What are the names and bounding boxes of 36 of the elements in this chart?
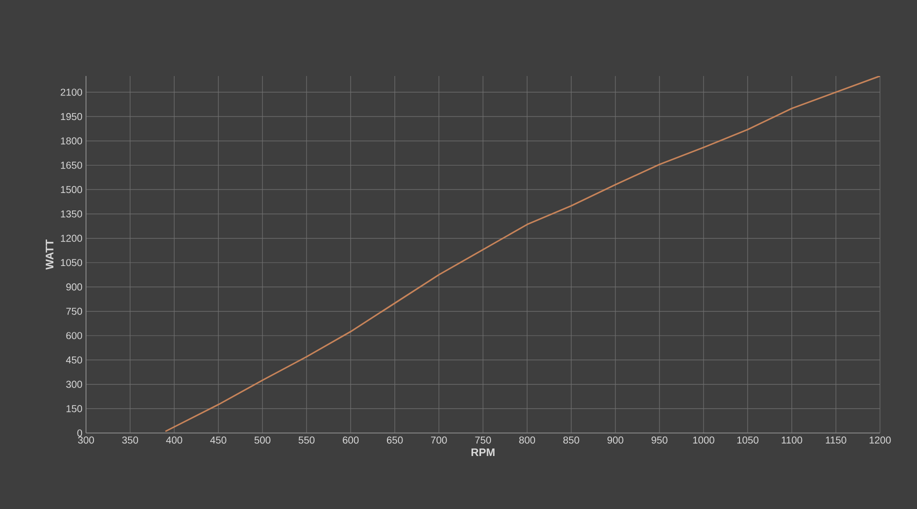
x-tick-label: 850: [563, 436, 580, 444]
x-axis-title: RPM: [472, 448, 494, 456]
x-tick-label: 1150: [826, 436, 846, 444]
x-tick-label: 550: [298, 436, 315, 444]
y-tick-label: 1650: [60, 162, 82, 169]
x-tick-label: 750: [475, 436, 491, 444]
y-tick-label: 0: [77, 429, 82, 437]
x-tick-label: 350: [122, 436, 138, 444]
x-tick-label: 900: [607, 436, 624, 444]
y-axis-title: WATT: [46, 239, 54, 270]
y-tick-label: 900: [66, 283, 82, 290]
y-tick-label: 2100: [60, 88, 82, 96]
y-tick-label: 600: [66, 332, 82, 340]
y-tick-label: 1950: [60, 113, 82, 120]
x-tick-label: 650: [386, 436, 403, 444]
x-tick-label: 1200: [870, 436, 891, 444]
x-tick-label: 600: [342, 436, 359, 444]
y-tick-label: 300: [66, 380, 82, 388]
x-tick-label: 800: [519, 436, 536, 444]
x-tick-label: 450: [210, 436, 226, 444]
y-tick-label: 1050: [60, 259, 82, 266]
x-tick-label: 400: [166, 436, 182, 444]
y-tick-label: 1200: [60, 234, 82, 242]
y-tick-label: 150: [66, 405, 82, 412]
y-tick-label: 1500: [60, 186, 82, 194]
x-tick-label: 1050: [737, 436, 758, 444]
x-tick-label: 300: [78, 436, 94, 444]
y-tick-label: 1350: [60, 210, 82, 218]
x-tick-label: 700: [431, 436, 447, 444]
y-tick-label: 1800: [60, 137, 82, 144]
y-tick-label: 750: [66, 308, 82, 315]
x-tick-label: 950: [652, 436, 668, 444]
x-tick-label: 1000: [693, 436, 714, 444]
x-tick-label: 500: [254, 436, 270, 444]
y-tick-label: 450: [66, 356, 82, 364]
x-tick-label: 1100: [782, 436, 802, 444]
